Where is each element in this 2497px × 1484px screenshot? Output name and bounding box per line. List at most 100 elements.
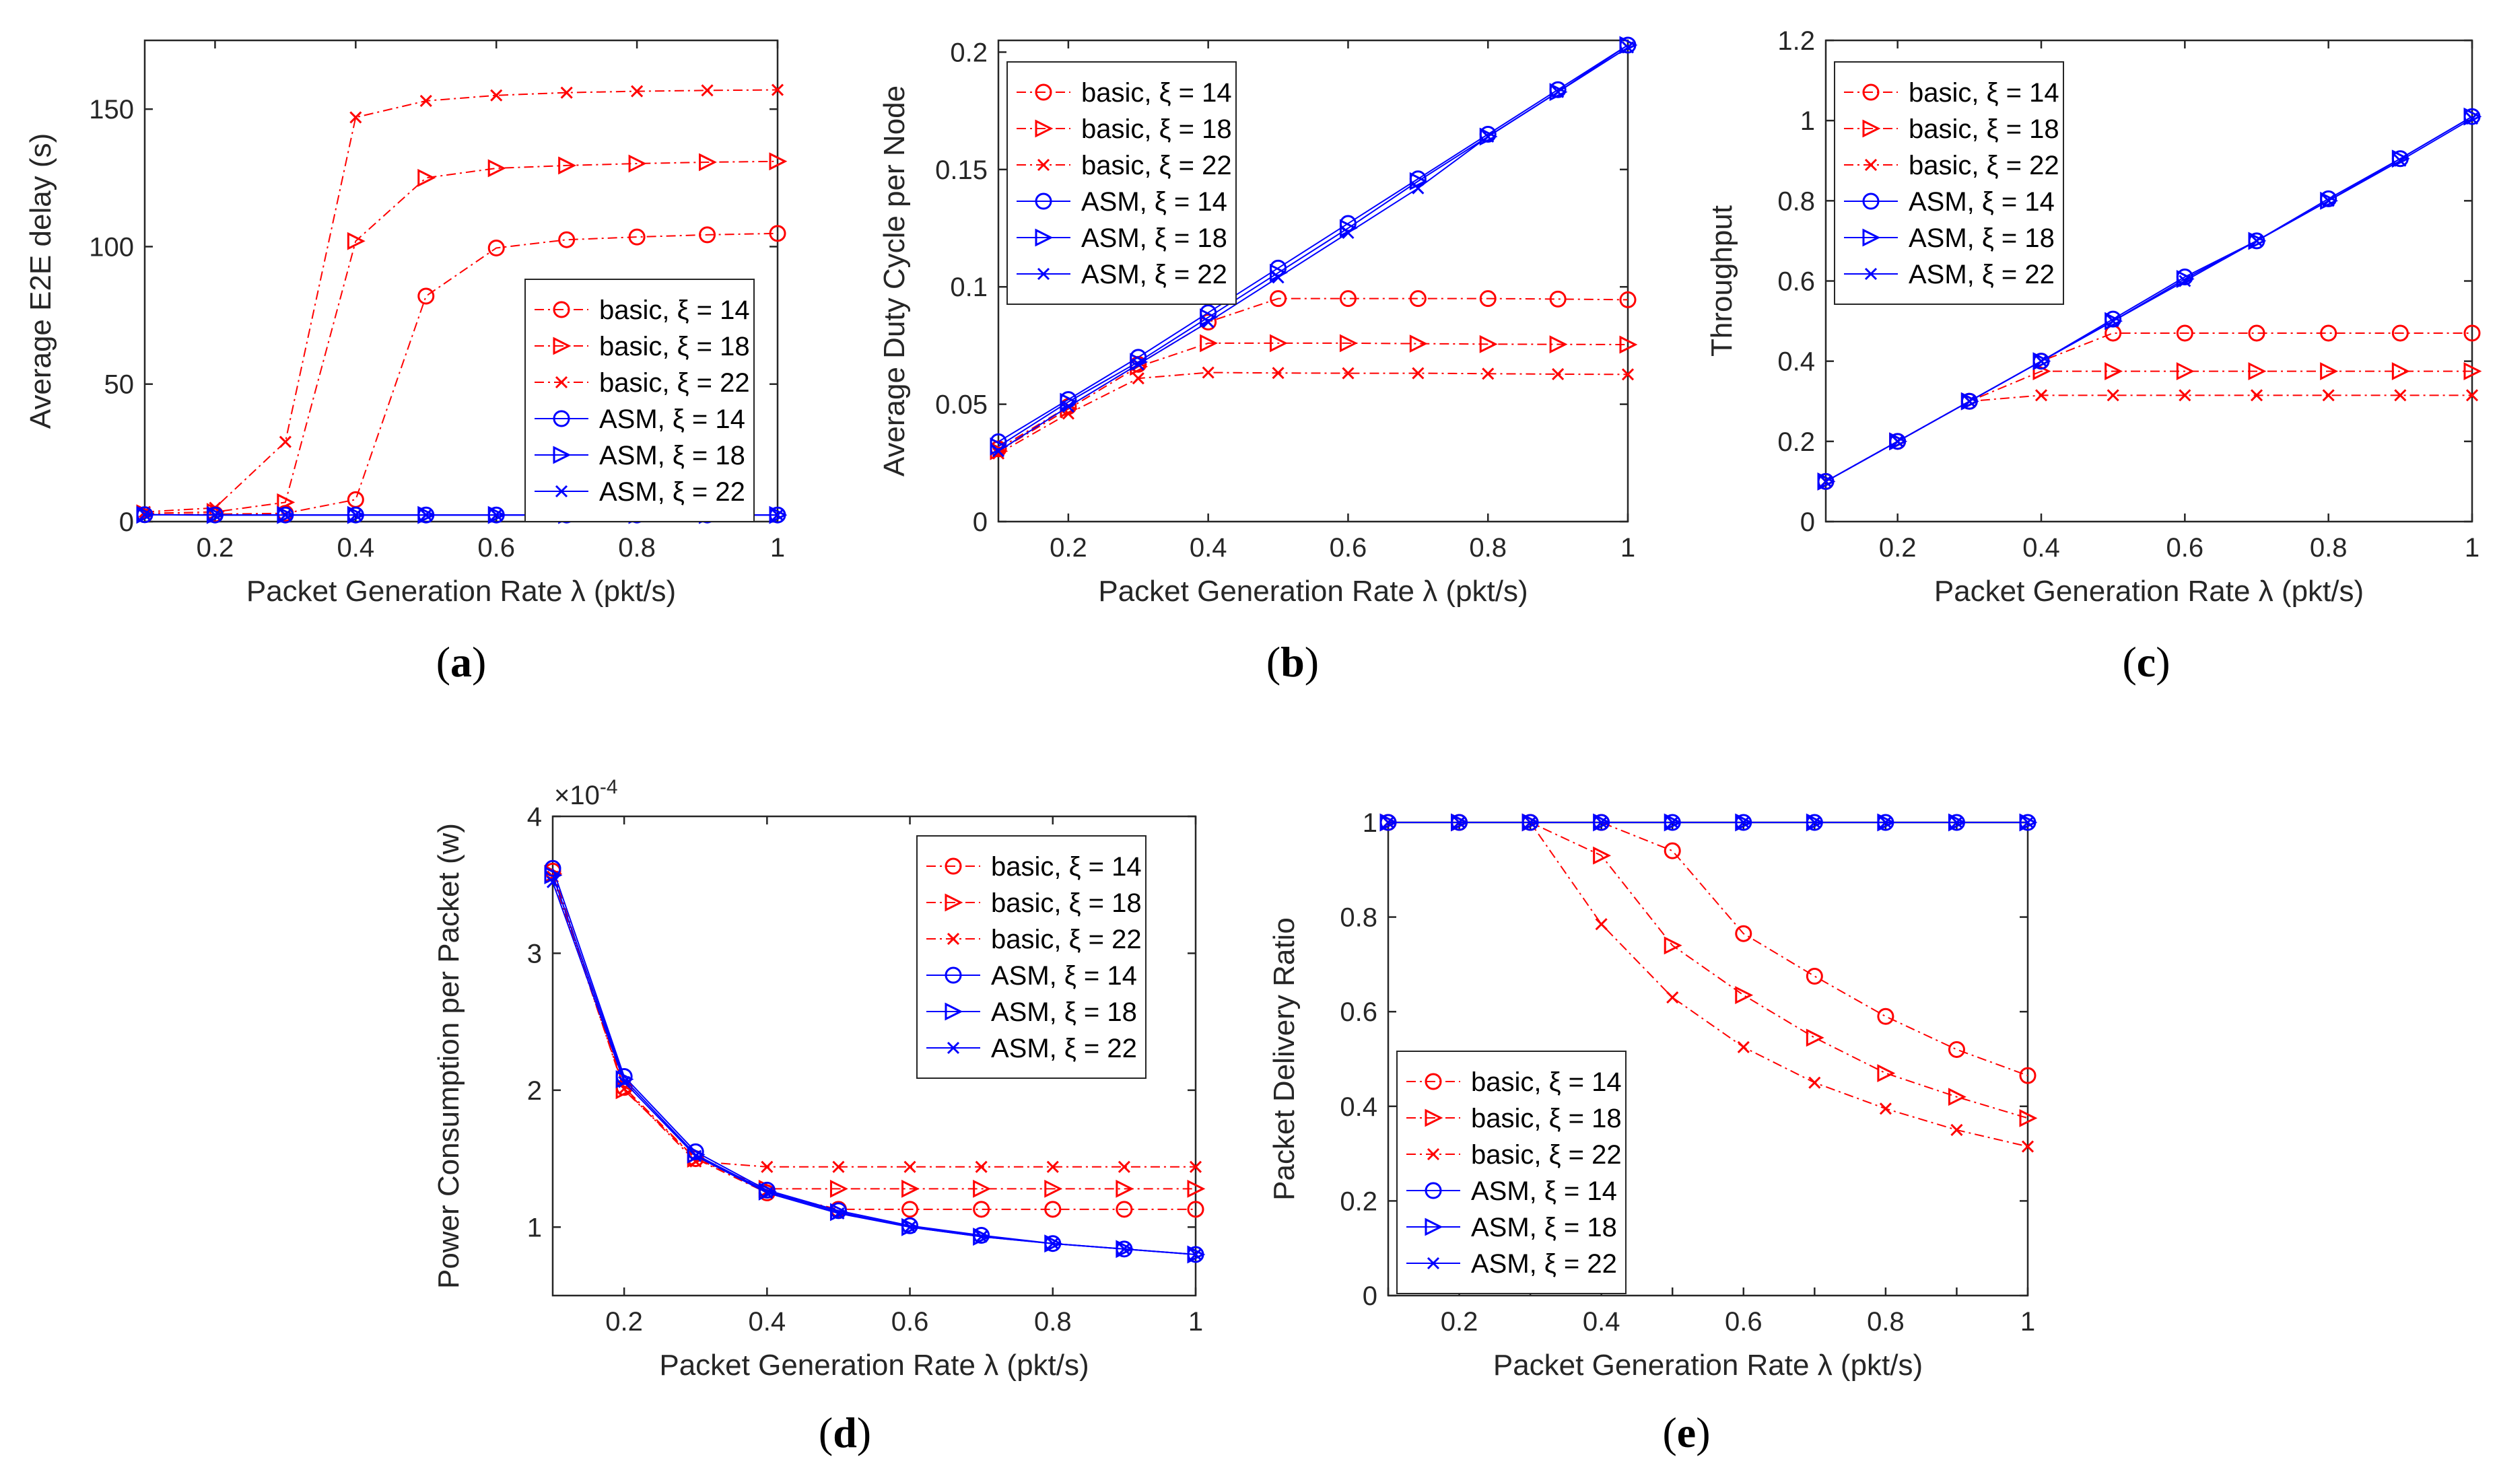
x-tick-label: 0.2 xyxy=(1441,1307,1478,1337)
data-point xyxy=(138,508,151,521)
data-point xyxy=(1817,472,1836,491)
data-point xyxy=(1116,1179,1134,1198)
legend-entry-label: ASM, ξ = 18 xyxy=(1081,223,1227,253)
data-point xyxy=(1621,368,1635,381)
data-point xyxy=(1595,816,1608,829)
data-point xyxy=(1737,816,1750,829)
series-line-3 xyxy=(998,372,1629,454)
y-tick-label: 0.2 xyxy=(950,38,988,67)
legend-entry-label: basic, ξ = 18 xyxy=(1471,1104,1622,1133)
data-point xyxy=(1409,334,1428,353)
series-line-6 xyxy=(552,882,1196,1255)
data-point xyxy=(2322,195,2335,207)
data-point xyxy=(487,159,506,178)
data-point xyxy=(2021,1140,2034,1153)
data-point xyxy=(560,86,573,99)
data-point xyxy=(771,83,784,96)
chart-panel-d: 0.2 0.4 0.6 0.8 1 1 2 3 4 ×10-4 Packet Generation … xyxy=(432,776,1206,1456)
y-tick-label: 1 xyxy=(1800,106,1815,136)
legend-marker xyxy=(947,1041,960,1055)
chart-panel-a: 0.2 0.4 0.6 0.8 1 0 50 100 150 Packet Generation … xyxy=(24,39,788,686)
data-point xyxy=(628,228,646,246)
x-tick-label: 1 xyxy=(2465,533,2479,563)
data-point xyxy=(631,85,644,98)
legend-entry-label: ASM, ξ = 18 xyxy=(1471,1213,1617,1242)
data-point xyxy=(1482,130,1495,143)
legend-entry-label: basic, ξ = 14 xyxy=(1081,78,1232,108)
data-point xyxy=(1889,432,1908,451)
data-point xyxy=(2179,389,2191,402)
legend-entry-label: basic, ξ = 18 xyxy=(1081,114,1232,144)
data-point xyxy=(769,152,788,171)
x-tick-label: 0.8 xyxy=(1469,533,1507,563)
panel-caption-letter: d xyxy=(833,1409,857,1456)
x-axis-label: Packet Generation Rate λ (pkt/s) xyxy=(1934,575,2364,608)
data-point xyxy=(1666,991,1679,1004)
data-point xyxy=(1524,816,1537,829)
data-point xyxy=(136,505,155,524)
y-tick-label: 0.8 xyxy=(1340,903,1377,933)
legend-entry-label: basic, ξ = 22 xyxy=(1081,151,1232,180)
legend-a: basic, ξ = 14 basic, ξ = 18 basic, ξ = 22 A… xyxy=(524,279,755,522)
x-tick-label: 0.6 xyxy=(1725,1307,1763,1337)
data-point xyxy=(829,1179,848,1198)
data-point xyxy=(973,1201,990,1218)
x-tick-label: 0.6 xyxy=(891,1307,929,1337)
y-tick-label: 0 xyxy=(1800,507,1815,537)
y-axis-label: Average E2E delay (s) xyxy=(24,133,57,429)
data-point xyxy=(2034,355,2048,367)
y-tick-label: 1 xyxy=(1363,808,1377,838)
data-point xyxy=(1963,395,1976,408)
data-point xyxy=(558,156,577,175)
data-point xyxy=(1950,1123,1963,1137)
data-point xyxy=(1619,335,1638,354)
x-tick-label: 0.2 xyxy=(1879,533,1917,563)
data-point xyxy=(701,84,714,97)
data-point xyxy=(1187,1179,1206,1198)
data-point xyxy=(1808,1076,1821,1089)
data-point xyxy=(699,153,717,172)
data-point xyxy=(2465,112,2479,125)
legend-marker xyxy=(945,966,962,984)
x-tick-label: 0.6 xyxy=(2166,533,2204,563)
data-point xyxy=(1806,1028,1824,1047)
data-point xyxy=(2107,389,2119,402)
legend-entry-label: ASM, ξ = 14 xyxy=(599,404,745,434)
legend-box xyxy=(1006,61,1237,305)
y-tick-label: 0.4 xyxy=(1340,1092,1377,1122)
data-point xyxy=(1202,316,1215,328)
y-tick-label: 0.8 xyxy=(1777,186,1815,216)
legend-entry-label: ASM, ξ = 22 xyxy=(1909,260,2055,289)
legend-entry-label: ASM, ξ = 18 xyxy=(1909,223,2055,253)
y-tick-label: 0 xyxy=(119,507,134,537)
legend-marker xyxy=(947,932,960,946)
data-point xyxy=(558,231,576,248)
y-tick-label: 1 xyxy=(527,1213,542,1242)
panel-caption: (b) xyxy=(1266,638,1319,686)
series-line-6 xyxy=(998,46,1629,452)
x-tick-label: 1 xyxy=(770,533,785,563)
data-point xyxy=(769,225,786,242)
legend-entry-label: ASM, ξ = 14 xyxy=(1081,187,1227,217)
data-point xyxy=(1879,816,1892,829)
legend-box xyxy=(916,835,1147,1079)
legend-entry-label: ASM, ξ = 14 xyxy=(1471,1176,1617,1206)
chart-panel-b: 0.2 0.4 0.6 0.8 1 0 0.05 0.1 0.15 0.2 Packet Gener… xyxy=(878,36,1638,686)
data-point xyxy=(2248,232,2267,250)
data-point xyxy=(2320,324,2337,342)
data-point xyxy=(1479,334,1498,353)
legend-entry-label: basic, ξ = 22 xyxy=(1909,151,2059,180)
legend-entry-label: ASM, ξ = 18 xyxy=(991,997,1137,1027)
data-point xyxy=(546,876,559,888)
data-point xyxy=(1664,842,1681,859)
data-point xyxy=(1549,335,1568,354)
data-point xyxy=(761,1187,774,1199)
data-point xyxy=(992,445,1005,458)
data-point xyxy=(1412,182,1425,195)
data-point xyxy=(901,1217,920,1236)
data-point xyxy=(1189,1248,1202,1261)
legend-marker xyxy=(553,301,570,318)
data-point xyxy=(417,168,436,187)
y-tick-label: 0.1 xyxy=(950,273,988,302)
legend-marker xyxy=(1862,228,1881,247)
